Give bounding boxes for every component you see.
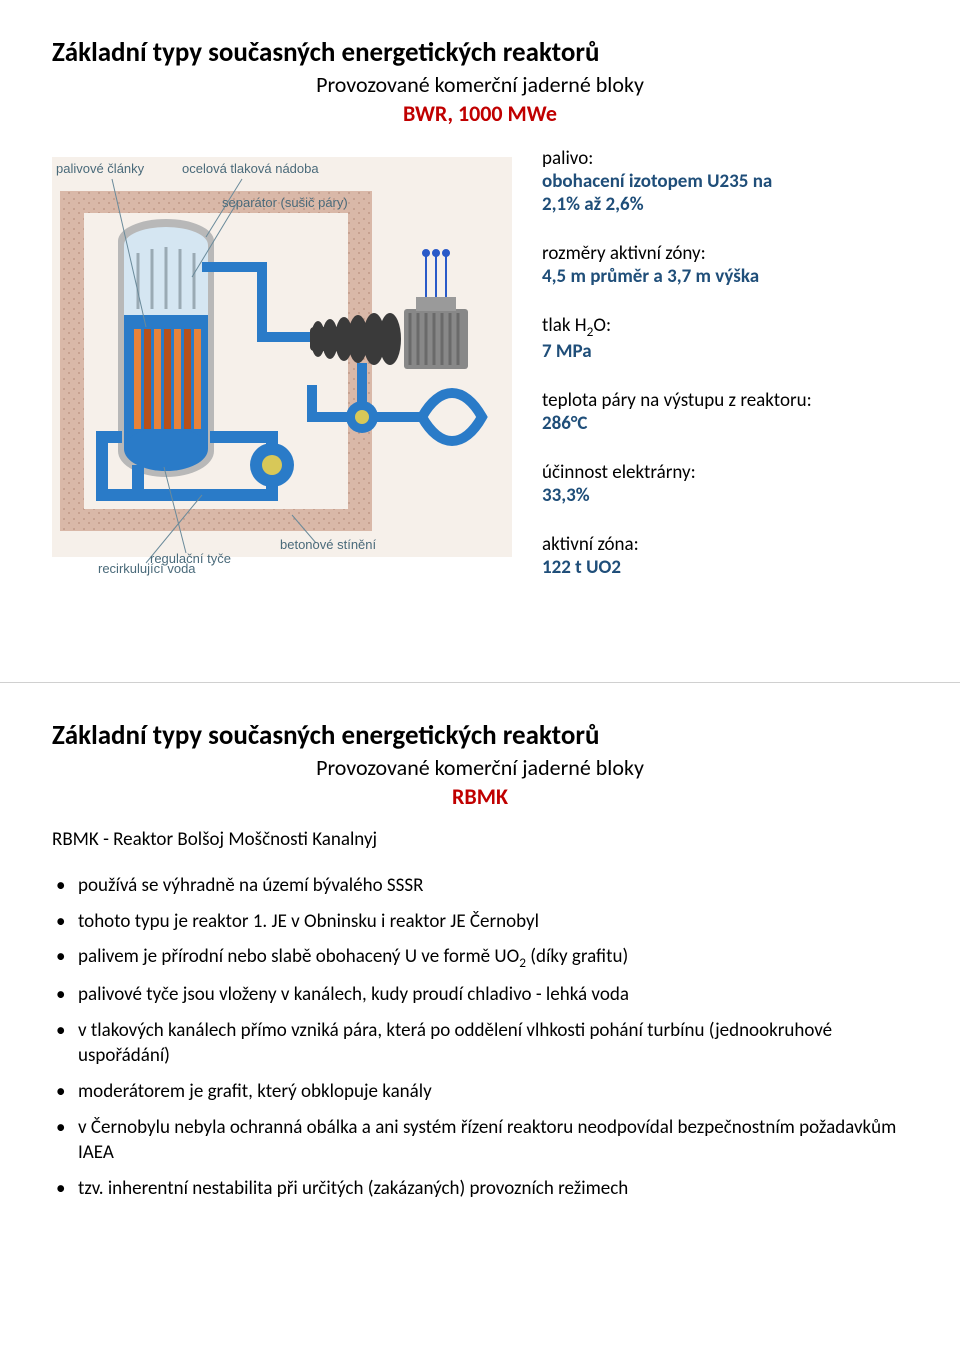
spec-dims-value: 4,5 m průměr a 3,7 m výška: [542, 265, 908, 288]
label-vessel: ocelová tlaková nádoba: [182, 161, 319, 176]
spec-dims-label: rozměry aktivní zóny:: [542, 242, 908, 265]
spec-zone-label: aktivní zóna:: [542, 533, 908, 556]
spec-eff-label: účinnost elektrárny:: [542, 461, 908, 484]
label-recirc: recirkulující voda: [98, 561, 196, 576]
bwr-diagram: palivové články ocelová tlaková nádoba s…: [52, 137, 522, 605]
spec-temp-value: 286°C: [542, 412, 908, 435]
slide2-title: Základní typy současných energetických r…: [52, 719, 908, 752]
spec-fuel-label: palivo:: [542, 147, 908, 170]
bullet-item: tzv. inherentní nestabilita při určitých…: [78, 1176, 908, 1202]
spec-fuel-value: obohacení izotopem U235 na 2,1% až 2,6%: [542, 170, 908, 216]
power-lines: [423, 250, 449, 297]
label-fuel-rods: palivové články: [56, 161, 144, 176]
label-shielding: betonové stínění: [280, 537, 376, 552]
reactor-vessel: [118, 219, 214, 477]
bullet-item: v Černobylu nebyla ochranná obálka a ani…: [78, 1115, 908, 1166]
spec-eff: účinnost elektrárny: 33,3%: [542, 461, 908, 507]
slide1-subtitle: Provozované komerční jaderné bloky: [52, 71, 908, 98]
spec-temp: teplota páry na výstupu z reaktoru: 286°…: [542, 389, 908, 435]
bullet-item: používá se výhradně na území bývalého SS…: [78, 873, 908, 899]
fuel-rods: [134, 329, 201, 429]
rbmk-bullet-list: používá se výhradně na území bývalého SS…: [52, 873, 908, 1202]
bullet-item: palivem je přírodní nebo slabě obohacený…: [78, 944, 908, 972]
bullet-item: v tlakových kanálech přímo vzniká pára, …: [78, 1018, 908, 1069]
specs-column: palivo: obohacení izotopem U235 na 2,1% …: [542, 137, 908, 605]
slide-rbmk: Základní typy současných energetických r…: [0, 683, 960, 1367]
slide1-reactor-name: BWR, 1000 MWe: [52, 100, 908, 127]
slide1-title: Základní typy současných energetických r…: [52, 36, 908, 69]
spec-pressure-value: 7 MPa: [542, 340, 908, 363]
label-separator: separátor (sušič páry): [222, 195, 348, 210]
bullet-item: palivové tyče jsou vloženy v kanálech, k…: [78, 982, 908, 1008]
bullet-item: tohoto typu je reaktor 1. JE v Obninsku …: [78, 909, 908, 935]
spec-dims: rozměry aktivní zóny: 4,5 m průměr a 3,7…: [542, 242, 908, 288]
spec-pressure: tlak H2O: 7 MPa: [542, 314, 908, 363]
rbmk-full-name: RBMK - Reaktor Bolšoj Moščnosti Kanalnyj: [52, 828, 908, 851]
spec-pressure-label: tlak H2O:: [542, 314, 908, 340]
spec-zone: aktivní zóna: 122 t UO2: [542, 533, 908, 579]
slide2-reactor-name: RBMK: [52, 783, 908, 810]
bullet-item: moderátorem je grafit, který obklopuje k…: [78, 1079, 908, 1105]
slide-bwr: Základní typy současných energetických r…: [0, 0, 960, 683]
spec-zone-value: 122 t UO2: [542, 556, 908, 579]
slide2-subtitle: Provozované komerční jaderné bloky: [52, 754, 908, 781]
spec-temp-label: teplota páry na výstupu z reaktoru:: [542, 389, 908, 412]
spec-eff-value: 33,3%: [542, 484, 908, 507]
spec-fuel: palivo: obohacení izotopem U235 na 2,1% …: [542, 147, 908, 216]
